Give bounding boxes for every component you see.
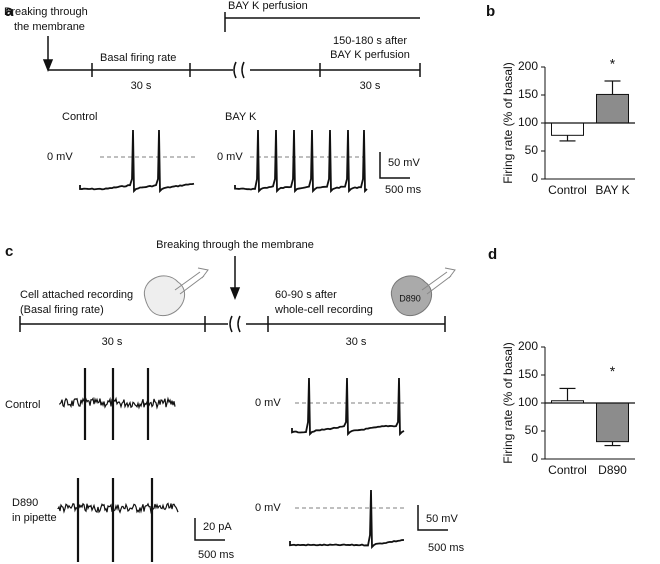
significance: * [610, 56, 616, 72]
annotation: Breaking through the membrane [156, 239, 314, 251]
trace [289, 489, 405, 550]
annotation: Cell attached recording [20, 289, 133, 301]
zero-label: 0 mV [255, 502, 281, 514]
y-tick-label: 100 [518, 115, 538, 129]
annotation: 60-90 s after [275, 289, 337, 301]
x-tick-label: Control [548, 463, 587, 477]
y-tick-label: 50 [525, 143, 539, 157]
scale-bar [194, 518, 225, 541]
break [229, 315, 241, 333]
trace-label: BAY K [225, 111, 257, 123]
annotation: BAY K perfusion [228, 0, 308, 12]
scale-label: 500 ms [428, 542, 465, 554]
zero-label: 0 mV [47, 151, 73, 163]
trace [59, 396, 176, 410]
annotation: BAY K perfusion [330, 49, 410, 61]
y-tick-label: 0 [531, 451, 538, 465]
scale-label: 500 ms [385, 184, 422, 196]
scale-label: 500 ms [198, 549, 235, 561]
panel-label: c [5, 243, 13, 260]
y-tick-label: 0 [531, 171, 538, 185]
pipette-icon [174, 267, 209, 295]
bar [551, 122, 584, 136]
annotation: 150-180 s after [333, 35, 407, 47]
trace [291, 377, 405, 437]
annotation: the membrane [14, 21, 85, 33]
trace-label: D890 [12, 497, 38, 509]
y-tick-label: 50 [525, 423, 539, 437]
trace [79, 129, 195, 194]
zero-label: 0 mV [255, 397, 281, 409]
y-axis-label: Firing rate (% of basal) [501, 342, 515, 463]
annotation: (Basal firing rate) [20, 304, 104, 316]
trace-label: Control [5, 399, 40, 411]
trace [234, 129, 368, 194]
arrow-head [229, 287, 241, 301]
scale-label: 20 pA [203, 521, 232, 533]
arrow-head [42, 59, 54, 73]
zero-label: 0 mV [217, 151, 243, 163]
y-tick-label: 100 [518, 395, 538, 409]
bar [596, 402, 629, 443]
scale-bar [379, 152, 410, 179]
annotation: 30 s [102, 336, 123, 348]
y-tick-label: 150 [518, 367, 538, 381]
panel-label: d [488, 246, 497, 263]
trace-label: in pipette [12, 512, 57, 524]
pipette-icon [421, 267, 456, 295]
cell-label: D890 [399, 293, 421, 303]
x-tick-label: Control [548, 183, 587, 197]
annotation: Breaking through [4, 6, 88, 18]
x-tick-label: BAY K [595, 183, 629, 197]
bar [596, 93, 629, 124]
trace-label: Control [62, 111, 97, 123]
panel-label: a [5, 3, 14, 20]
cell-icon [143, 275, 186, 317]
panel-label: b [486, 3, 495, 20]
significance: * [610, 363, 616, 379]
scale-label: 50 mV [426, 513, 458, 525]
annotation: 30 s [360, 80, 381, 92]
cell-icon [390, 275, 433, 317]
scale-bar [417, 505, 448, 531]
y-axis-label: Firing rate (% of basal) [501, 62, 515, 183]
x-tick-label: D890 [598, 463, 627, 477]
trace [57, 502, 179, 514]
y-tick-label: 200 [518, 59, 538, 73]
annotation: 30 s [131, 80, 152, 92]
annotation: 30 s [346, 336, 367, 348]
annotation: Basal firing rate [100, 52, 176, 64]
scale-label: 50 mV [388, 157, 420, 169]
y-tick-label: 200 [518, 339, 538, 353]
annotation: whole-cell recording [274, 304, 373, 316]
break [233, 61, 245, 79]
y-tick-label: 150 [518, 87, 538, 101]
